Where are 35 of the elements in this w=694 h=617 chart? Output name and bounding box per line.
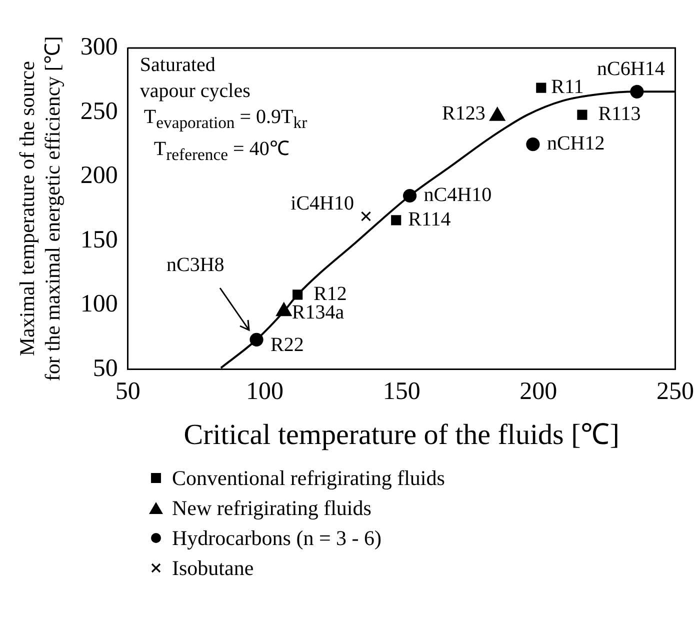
annotation: R113 bbox=[598, 103, 641, 126]
annotation: T$_{reference}$ = 40℃ bbox=[152, 137, 290, 166]
y-tick-label: 50 bbox=[92, 354, 118, 382]
x-tick-label: 250 bbox=[656, 378, 694, 405]
legend-label: New refrigirating fluids bbox=[172, 496, 372, 520]
y-tick-label: 100 bbox=[80, 290, 118, 318]
point bbox=[391, 215, 402, 226]
x-tick-label: 200 bbox=[520, 378, 558, 405]
legend-label: Isobutane bbox=[172, 556, 254, 580]
point bbox=[577, 110, 588, 120]
y-tick-label: 150 bbox=[80, 226, 118, 254]
annotation: T$_{evaporation}$ = 0.9T$_{kr}$ bbox=[142, 105, 308, 134]
annotation: R11 bbox=[551, 76, 584, 98]
annotation: nC3H8 bbox=[166, 254, 224, 277]
point bbox=[360, 211, 372, 222]
legend-label: Conventional refrigirating fluids bbox=[172, 466, 445, 490]
annotation: iC4H10 bbox=[290, 192, 354, 215]
annotation: nCH12 bbox=[546, 132, 605, 155]
legend-label: Hydrocarbons (n = 3 - 6) bbox=[172, 526, 382, 550]
point bbox=[526, 138, 540, 152]
annotation: nC4H10 bbox=[424, 184, 492, 206]
y-axis-title: Maximal temperature of the source for the maximal energetic efficiency [℃] bbox=[15, 36, 64, 382]
point bbox=[536, 82, 546, 93]
x-tick-label: 150 bbox=[382, 378, 420, 405]
y-tick-label: 200 bbox=[80, 162, 118, 190]
annotation: R123 bbox=[442, 102, 486, 124]
y-tick-label: 250 bbox=[80, 98, 118, 125]
x-tick-label: 100 bbox=[246, 378, 284, 405]
y-tick-label: 300 bbox=[80, 34, 118, 61]
x-tick-label: 50 bbox=[115, 378, 140, 405]
x-axis-title: Critical temperature of the fluids [℃] bbox=[184, 419, 620, 452]
annotation: R22 bbox=[270, 334, 304, 356]
annotation: nC6H14 bbox=[597, 58, 665, 80]
annotation: Saturated vapour cycles bbox=[140, 53, 252, 104]
annotation: R114 bbox=[408, 208, 451, 230]
